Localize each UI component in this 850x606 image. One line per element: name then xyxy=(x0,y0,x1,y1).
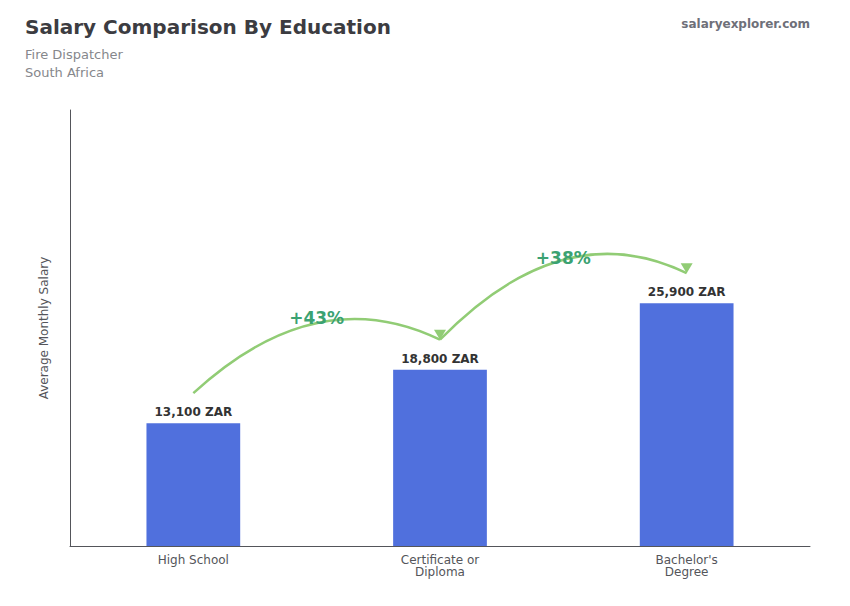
svg-text:Salary Comparison By Education: Salary Comparison By Education xyxy=(25,15,391,39)
svg-text:Degree: Degree xyxy=(665,565,709,579)
svg-text:salaryexplorer.com: salaryexplorer.com xyxy=(681,17,810,31)
svg-text:South Africa: South Africa xyxy=(25,65,104,80)
svg-text:+43%: +43% xyxy=(289,308,344,328)
svg-text:25,900 ZAR: 25,900 ZAR xyxy=(648,285,726,299)
svg-text:Fire Dispatcher: Fire Dispatcher xyxy=(25,47,123,62)
svg-text:18,800 ZAR: 18,800 ZAR xyxy=(401,352,479,366)
svg-text:Bachelor's: Bachelor's xyxy=(655,553,718,567)
svg-text:13,100 ZAR: 13,100 ZAR xyxy=(154,405,232,419)
svg-text:+38%: +38% xyxy=(536,248,591,268)
svg-text:Diploma: Diploma xyxy=(415,565,465,579)
svg-text:Certificate or: Certificate or xyxy=(400,553,480,567)
svg-text:High School: High School xyxy=(158,553,229,567)
svg-text:Average Monthly Salary: Average Monthly Salary xyxy=(37,257,51,400)
